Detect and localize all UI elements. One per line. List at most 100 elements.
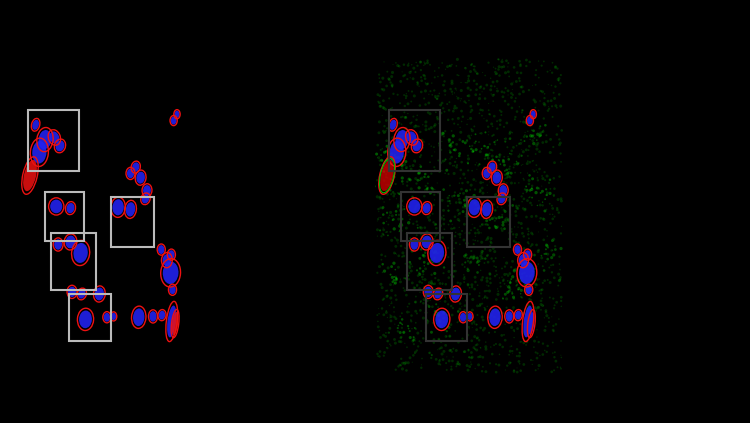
Point: [500, 308, 512, 315]
Point: [538, 95, 550, 102]
Point: [555, 352, 567, 359]
Point: [412, 135, 424, 142]
Point: [392, 237, 404, 244]
Point: [404, 259, 416, 266]
Point: [518, 245, 530, 252]
Point: [460, 187, 472, 194]
Point: [477, 248, 489, 255]
Point: [536, 252, 548, 259]
Point: [476, 250, 488, 257]
Point: [487, 147, 499, 154]
Point: [407, 352, 419, 359]
Point: [466, 296, 478, 303]
Point: [419, 284, 430, 291]
Point: [535, 88, 547, 94]
Point: [456, 228, 468, 234]
Point: [490, 215, 502, 222]
Point: [511, 353, 523, 360]
Point: [374, 193, 386, 200]
Point: [492, 291, 504, 298]
Point: [477, 190, 489, 197]
Point: [393, 338, 405, 345]
Point: [524, 194, 536, 201]
Point: [490, 341, 502, 347]
Point: [492, 56, 504, 63]
Point: [536, 129, 548, 135]
Point: [469, 333, 481, 340]
Point: [375, 146, 387, 153]
Point: [498, 89, 510, 96]
Point: [550, 63, 562, 70]
Point: [530, 67, 542, 74]
Point: [518, 340, 530, 346]
Point: [490, 71, 502, 77]
Point: [436, 72, 448, 79]
Point: [377, 104, 389, 111]
Point: [514, 360, 526, 367]
Point: [519, 338, 531, 345]
Point: [456, 303, 468, 310]
Point: [469, 186, 481, 193]
Point: [413, 167, 425, 173]
Point: [506, 264, 518, 271]
Point: [479, 293, 491, 300]
Point: [451, 155, 463, 162]
Point: [500, 367, 512, 374]
Point: [553, 271, 565, 277]
Point: [488, 91, 500, 98]
Point: [379, 162, 391, 168]
Point: [458, 190, 470, 197]
Point: [426, 184, 438, 191]
Point: [506, 148, 518, 154]
Point: [398, 203, 410, 210]
Point: [538, 236, 550, 243]
Point: [466, 214, 478, 220]
Point: [476, 184, 488, 191]
Point: [465, 62, 477, 69]
Point: [513, 140, 525, 147]
Point: [440, 128, 452, 135]
Point: [443, 99, 455, 106]
Ellipse shape: [167, 305, 176, 338]
Point: [372, 318, 384, 325]
Point: [419, 224, 430, 231]
Point: [421, 228, 433, 235]
Point: [504, 285, 516, 291]
Point: [532, 365, 544, 372]
Point: [433, 316, 445, 323]
Point: [430, 221, 442, 228]
Point: [476, 221, 488, 228]
Point: [540, 323, 552, 330]
Point: [454, 210, 466, 217]
Point: [448, 268, 460, 275]
Point: [498, 276, 510, 283]
Point: [527, 167, 539, 173]
Point: [439, 78, 451, 85]
Point: [541, 192, 553, 198]
Point: [378, 86, 390, 93]
Point: [458, 273, 470, 280]
Point: [440, 333, 452, 340]
Point: [381, 228, 393, 235]
Point: [430, 225, 442, 232]
Point: [466, 354, 478, 361]
Point: [491, 169, 503, 176]
Point: [395, 362, 407, 369]
Point: [449, 85, 461, 92]
Point: [460, 204, 472, 211]
Point: [399, 287, 411, 294]
Point: [508, 294, 520, 301]
Point: [520, 63, 532, 69]
Point: [532, 261, 544, 267]
Point: [514, 118, 526, 125]
Point: [438, 264, 450, 271]
Point: [388, 250, 400, 256]
Point: [516, 274, 528, 281]
Point: [484, 111, 496, 118]
Point: [429, 254, 441, 261]
Point: [539, 208, 551, 214]
Point: [385, 106, 397, 113]
Point: [440, 252, 452, 258]
Point: [550, 358, 562, 365]
Point: [406, 248, 418, 255]
